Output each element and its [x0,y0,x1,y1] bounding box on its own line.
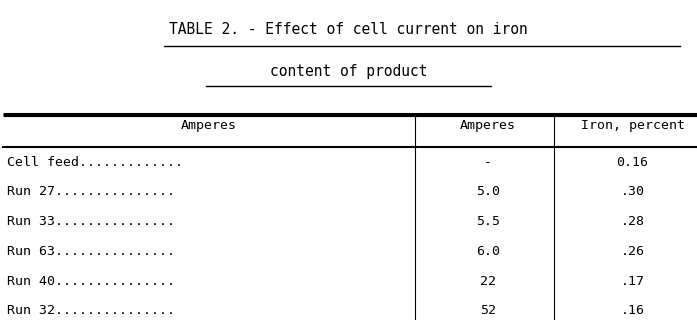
Text: 22: 22 [480,275,496,288]
Text: Run 32...............: Run 32............... [7,304,175,317]
Text: 5.5: 5.5 [476,215,500,228]
Text: Amperes: Amperes [460,119,516,132]
Text: 5.0: 5.0 [476,185,500,198]
Text: Run 40...............: Run 40............... [7,275,175,288]
Text: .30: .30 [620,185,645,198]
Text: Run 63...............: Run 63............... [7,245,175,258]
Text: .26: .26 [620,245,645,258]
Text: Run 33...............: Run 33............... [7,215,175,228]
Text: 0.16: 0.16 [617,156,648,169]
Text: .16: .16 [620,304,645,317]
Text: .17: .17 [620,275,645,288]
Text: -: - [484,156,492,169]
Text: 6.0: 6.0 [476,245,500,258]
Text: 52: 52 [480,304,496,317]
Text: Cell feed.............: Cell feed............. [7,156,183,169]
Text: TABLE 2. - Effect of cell current on iron: TABLE 2. - Effect of cell current on iro… [169,22,528,37]
Text: content of product: content of product [270,64,427,79]
Text: Iron, percent: Iron, percent [581,119,684,132]
Text: .28: .28 [620,215,645,228]
Text: Run 27...............: Run 27............... [7,185,175,198]
Text: Amperes: Amperes [181,119,237,132]
